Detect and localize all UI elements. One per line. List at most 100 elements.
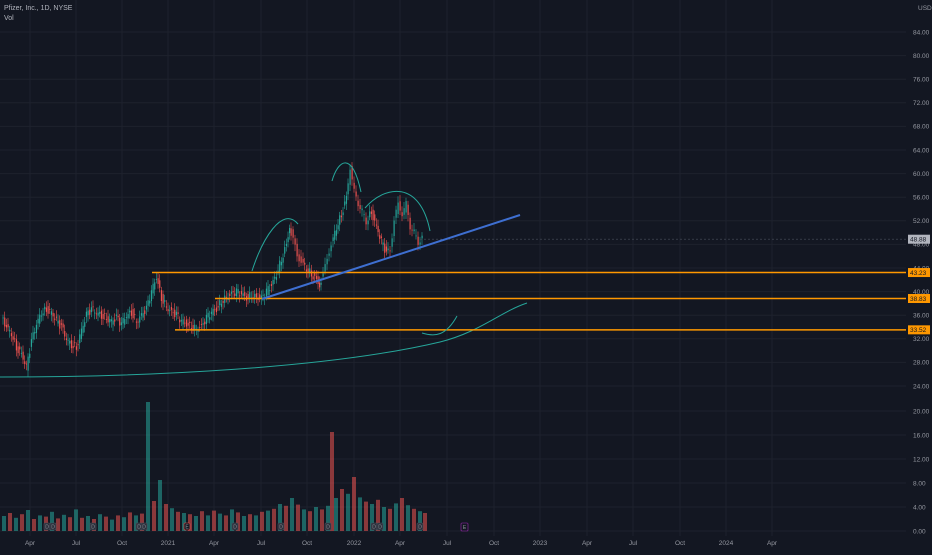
trendline[interactable] — [261, 214, 521, 300]
price-tick-label[interactable]: 64.00 — [913, 147, 930, 154]
price-tick-label[interactable]: 8.00 — [913, 480, 926, 487]
symbol-title[interactable]: Pfizer, Inc., 1D, NYSE — [4, 5, 73, 12]
time-tick-label[interactable]: Jul — [257, 540, 266, 547]
level-price-label: 38.83 — [910, 296, 927, 303]
volume-label: Vol — [4, 15, 14, 22]
time-tick-label[interactable]: Apr — [395, 540, 406, 547]
dividend-marker — [49, 522, 57, 531]
time-tick-label[interactable]: Oct — [489, 540, 499, 547]
candle-body — [34, 331, 36, 334]
pattern-arc[interactable] — [364, 190, 431, 232]
time-tick-label[interactable]: Apr — [582, 540, 593, 547]
candle-body — [120, 322, 123, 326]
candle-body — [363, 214, 365, 216]
candle-body — [49, 309, 51, 310]
time-tick-label[interactable]: 2022 — [347, 540, 362, 547]
candle-body — [110, 319, 113, 322]
candle-body — [391, 238, 393, 247]
volume-bar — [340, 489, 344, 531]
price-tick-label[interactable]: 80.00 — [913, 53, 930, 60]
candle-body — [59, 320, 61, 329]
price-tick-label[interactable]: 60.00 — [913, 171, 930, 178]
price-tick-label[interactable]: 36.00 — [913, 313, 930, 320]
price-tick-label[interactable]: 20.00 — [913, 408, 930, 415]
candle-body — [114, 319, 116, 322]
price-tick-label[interactable]: 12.00 — [913, 456, 930, 463]
volume-bar — [152, 501, 156, 531]
price-tick-label[interactable]: 28.00 — [913, 360, 930, 367]
volume-bar — [302, 509, 306, 531]
pattern-arc[interactable] — [251, 218, 299, 272]
volume-bar — [38, 515, 42, 531]
marker-label: D — [326, 525, 330, 531]
candle-body — [79, 334, 81, 344]
candle-body — [109, 318, 111, 323]
price-tick-label[interactable]: 48.00 — [913, 242, 930, 249]
time-tick-label[interactable]: Apr — [767, 540, 778, 547]
candle-body — [202, 323, 204, 325]
candle-body — [80, 328, 83, 339]
drawing-layer[interactable] — [152, 162, 906, 336]
candle-body — [370, 211, 373, 214]
candle-body — [214, 309, 216, 311]
candle-body — [277, 270, 279, 272]
price-axis[interactable]: USD 84.00 80.00 76.00 72.00 68.00 64.00 60.00 56… — [908, 5, 932, 535]
volume-bar — [230, 509, 234, 531]
candle-body — [340, 215, 343, 218]
volume-bar — [206, 515, 210, 531]
volume-bar — [80, 517, 84, 531]
volume-bar — [224, 515, 228, 531]
candle-body — [20, 352, 23, 354]
candle-body — [194, 324, 196, 331]
volume-bar — [376, 499, 380, 531]
candle-body — [37, 318, 39, 324]
time-tick-label[interactable]: Oct — [117, 540, 127, 547]
time-tick-label[interactable]: Apr — [209, 540, 220, 547]
time-tick-label[interactable]: Oct — [302, 540, 312, 547]
price-tick-label[interactable]: 52.00 — [913, 218, 930, 225]
price-tick-label[interactable]: 72.00 — [913, 100, 930, 107]
candle-body — [312, 276, 314, 280]
candle-body — [411, 229, 413, 231]
projection-arc[interactable] — [421, 315, 458, 336]
candle-body — [229, 293, 231, 297]
time-tick-label[interactable]: 2024 — [719, 540, 734, 547]
volume-bar — [164, 504, 168, 531]
volume-bar — [330, 432, 334, 531]
price-tick-label[interactable]: 16.00 — [913, 432, 930, 439]
volume-bar — [370, 504, 374, 531]
time-tick-label[interactable]: Jul — [443, 540, 452, 547]
time-tick-label[interactable]: Apr — [25, 540, 36, 547]
price-tick-label[interactable]: 56.00 — [913, 195, 930, 202]
candle-body — [104, 313, 106, 314]
price-tick-label[interactable]: 68.00 — [913, 124, 930, 131]
candle-body — [385, 246, 388, 252]
price-tick-label[interactable]: 40.00 — [913, 289, 930, 296]
time-tick-label[interactable]: Jul — [72, 540, 81, 547]
price-tick-label[interactable]: 4.00 — [913, 504, 926, 511]
volume-bar — [272, 508, 276, 531]
candle-body — [234, 293, 236, 296]
time-tick-label[interactable]: Oct — [675, 540, 685, 547]
time-axis[interactable]: Apr Jul Oct 2021 Apr Jul Oct 2022 Apr Jul Oct 2023 A… — [25, 540, 778, 547]
price-tick-label[interactable]: 76.00 — [913, 77, 930, 84]
candle-body — [244, 292, 246, 296]
price-tick-label[interactable]: 32.00 — [913, 336, 930, 343]
price-tick-label[interactable]: 0.00 — [913, 528, 926, 535]
time-tick-label[interactable]: Jul — [629, 540, 638, 547]
candle-body — [367, 220, 369, 225]
marker-label: D — [279, 525, 283, 531]
marker-label: D — [418, 525, 422, 531]
time-tick-label[interactable]: 2023 — [533, 540, 548, 547]
volume-bar — [412, 508, 416, 531]
candle-body — [100, 310, 103, 319]
candle-body — [95, 313, 98, 315]
time-tick-label[interactable]: 2021 — [161, 540, 176, 547]
candle-body — [32, 332, 34, 340]
price-tick-label[interactable]: 84.00 — [913, 29, 930, 36]
pattern-arc[interactable] — [331, 162, 362, 193]
price-tick-label[interactable]: 24.00 — [913, 383, 930, 390]
candle-body — [2, 317, 4, 319]
